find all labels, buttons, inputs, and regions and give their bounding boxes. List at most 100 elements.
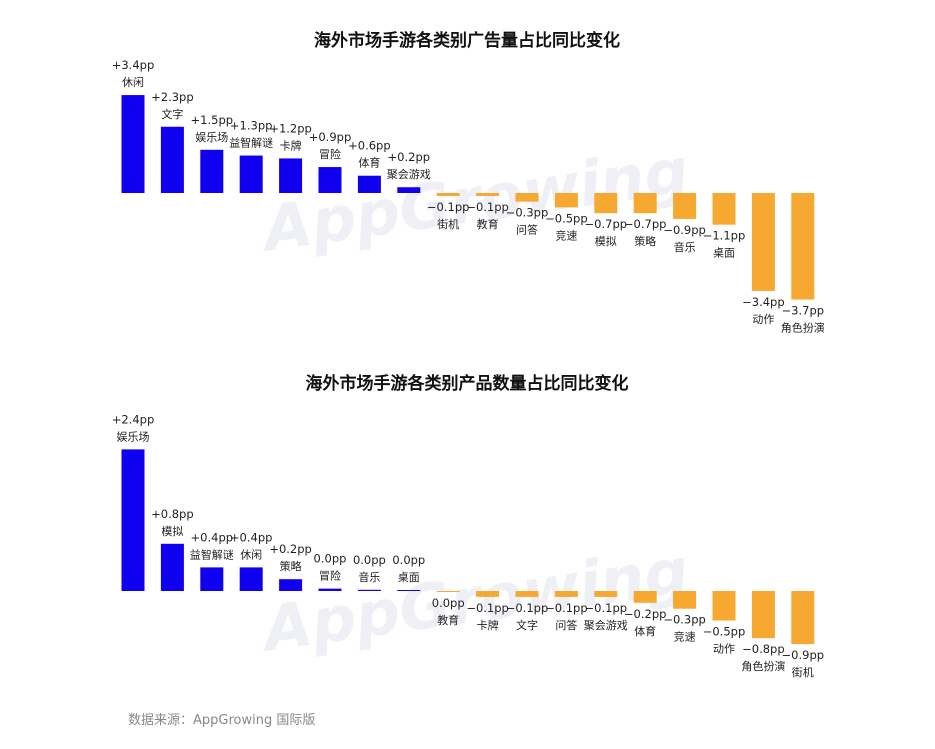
category-label-2-0: 娱乐场 (117, 429, 150, 443)
bar-2-12 (594, 591, 618, 597)
bar-1-14 (673, 193, 697, 219)
bar-1-17 (791, 193, 815, 300)
category-label-1-1: 文字 (161, 107, 183, 121)
bar-2-4 (279, 579, 303, 591)
value-label-2-14: −0.3pp (663, 613, 706, 627)
category-label-1-10: 问答 (516, 223, 538, 237)
value-label-1-16: −3.4pp (742, 295, 785, 309)
value-label-2-7: 0.0pp (392, 553, 425, 567)
category-label-2-4: 策略 (280, 559, 302, 573)
category-label-2-16: 角色扮演 (741, 659, 785, 673)
category-label-2-14: 竞速 (674, 630, 696, 644)
value-label-2-13: −0.2pp (624, 607, 667, 621)
value-label-2-17: −0.9pp (782, 648, 825, 662)
bar-1-7 (397, 187, 421, 193)
bar-2-11 (554, 591, 578, 597)
value-label-2-1: +0.8pp (151, 507, 194, 521)
bar-2-10 (515, 591, 539, 597)
value-label-2-16: −0.8pp (742, 642, 785, 656)
category-label-2-12: 聚会游戏 (584, 619, 628, 632)
chart-2-product-count: +2.4pp 娱乐场 +0.8pp 模拟 +0.4pp 益智解谜 +0.4pp 休闲 +0.2p… (112, 412, 824, 679)
bar-2-9 (476, 591, 500, 597)
value-label-2-5: 0.0pp (314, 552, 347, 566)
bar-2-5 (318, 588, 342, 591)
category-label-2-3: 休闲 (240, 547, 262, 561)
bar-1-15 (712, 193, 736, 225)
bar-1-0 (121, 95, 145, 193)
value-label-2-4: +0.2pp (269, 542, 312, 556)
category-label-1-3: 益智解谜 (229, 136, 273, 150)
category-label-1-2: 娱乐场 (195, 130, 228, 144)
value-label-2-15: −0.5pp (703, 625, 746, 639)
category-label-1-9: 教育 (477, 217, 499, 231)
value-label-1-9: −0.1pp (466, 200, 509, 214)
chart-1-title: 海外市场手游各类别广告量占比同比变化 (314, 30, 620, 51)
bar-2-14 (673, 591, 697, 609)
category-label-2-8: 教育 (437, 613, 459, 627)
value-label-1-13: −0.7pp (624, 217, 667, 231)
bar-1-9 (476, 193, 500, 196)
bar-1-11 (554, 193, 578, 208)
value-label-1-14: −0.9pp (663, 223, 706, 237)
category-label-1-17: 角色扮演 (781, 321, 825, 335)
category-label-2-5: 冒险 (319, 569, 341, 583)
chart-2-title: 海外市场手游各类别产品数量占比同比变化 (306, 373, 629, 394)
value-label-2-2: +0.4pp (191, 530, 234, 544)
value-label-1-5: +0.9pp (309, 130, 352, 144)
category-label-2-15: 动作 (713, 643, 735, 656)
bar-1-12 (594, 193, 618, 214)
category-label-2-9: 卡牌 (477, 618, 499, 632)
category-label-2-6: 音乐 (358, 570, 380, 584)
category-label-1-13: 策略 (634, 234, 656, 248)
value-label-2-9: −0.1pp (466, 601, 509, 615)
chart-1-ad-volume: +3.4pp 休闲 +2.3pp 文字 +1.5pp 娱乐场+1.3pp 益智解谜+1.2p… (112, 58, 825, 334)
category-label-1-11: 竞速 (555, 228, 577, 242)
bar-2-0 (121, 449, 145, 591)
value-label-1-4: +1.2pp (269, 121, 312, 135)
category-label-2-2: 益智解谜 (190, 547, 234, 561)
category-label-1-15: 桌面 (713, 247, 735, 260)
bar-1-16 (751, 193, 775, 291)
category-label-2-7: 桌面 (398, 571, 420, 584)
bar-2-16 (751, 591, 775, 639)
value-label-1-1: +2.3pp (151, 90, 194, 104)
bar-1-4 (279, 158, 303, 193)
category-label-2-10: 文字 (516, 618, 538, 632)
bar-2-1 (160, 543, 184, 591)
value-label-1-15: −1.1pp (703, 229, 746, 243)
value-label-1-17: −3.7pp (782, 304, 825, 318)
value-label-2-10: −0.1pp (506, 601, 549, 615)
bar-1-3 (239, 155, 263, 193)
category-label-1-0: 休闲 (122, 75, 144, 89)
category-label-1-4: 卡牌 (280, 138, 302, 152)
bar-2-7 (397, 590, 421, 591)
value-label-2-11: −0.1pp (545, 601, 588, 615)
bar-1-2 (200, 149, 224, 193)
value-label-2-0: +2.4pp (112, 412, 155, 426)
value-label-1-6: +0.6pp (348, 139, 391, 153)
value-label-2-8: 0.0pp (432, 596, 465, 610)
bar-2-2 (200, 567, 224, 591)
category-label-2-17: 街机 (792, 665, 814, 679)
category-label-1-16: 动作 (752, 313, 774, 326)
value-label-1-0: +3.4pp (112, 58, 155, 72)
bar-2-8 (436, 591, 460, 592)
bar-2-6 (357, 589, 381, 591)
category-label-1-7: 聚会游戏 (387, 168, 431, 181)
bar-1-1 (160, 126, 184, 193)
data-source-note: 数据来源：AppGrowing 国际版 (128, 713, 315, 728)
value-label-1-12: −0.7pp (585, 217, 628, 231)
bar-1-6 (357, 175, 381, 193)
value-label-1-10: −0.3pp (506, 206, 549, 220)
category-label-2-11: 问答 (555, 618, 577, 632)
category-label-1-6: 体育 (358, 156, 380, 170)
value-label-2-12: −0.1pp (585, 601, 628, 615)
bar-2-3 (239, 567, 263, 591)
value-label-1-11: −0.5pp (545, 211, 588, 225)
value-label-2-6: 0.0pp (353, 553, 386, 567)
category-label-2-13: 体育 (634, 624, 656, 638)
bar-1-8 (436, 193, 460, 196)
value-label-1-3: +1.3pp (230, 119, 273, 133)
value-label-2-3: +0.4pp (230, 530, 273, 544)
